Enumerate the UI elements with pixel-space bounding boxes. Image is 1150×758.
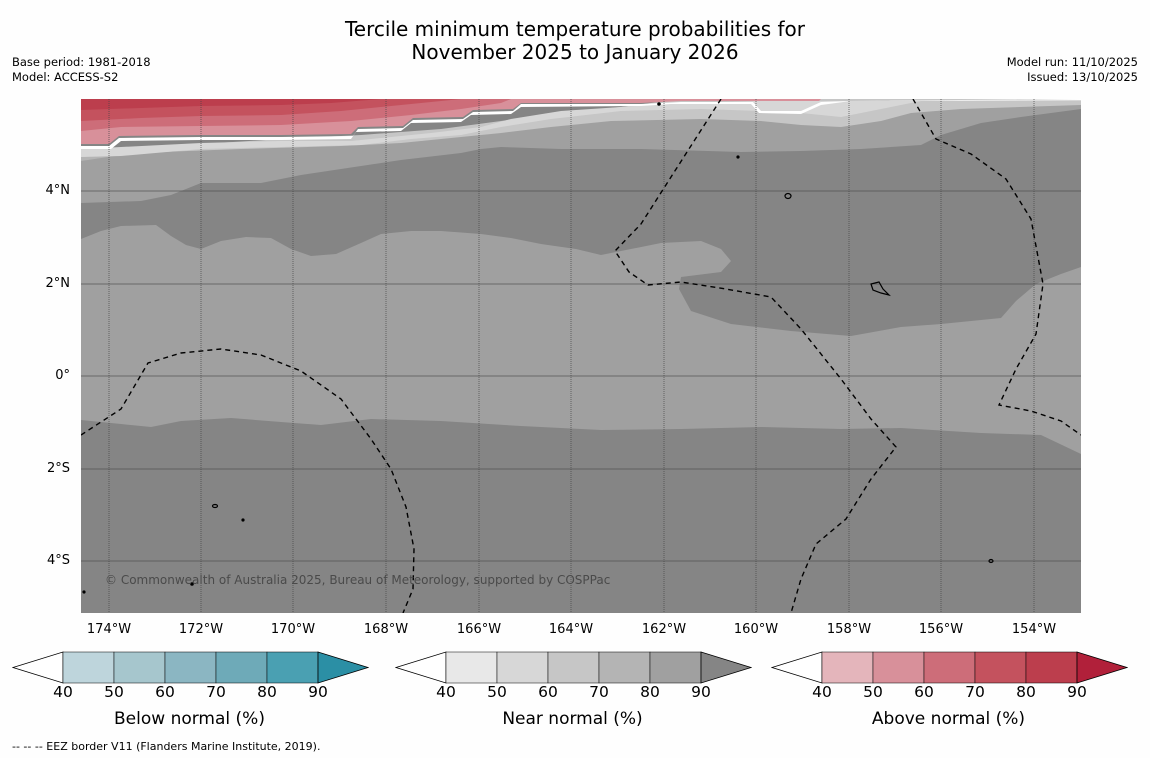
- colorbar-near-segment-3: [547, 651, 600, 684]
- model-run: Model run: 11/10/2025: [1006, 55, 1138, 69]
- colorbar-below-tick-60: 60: [155, 683, 175, 701]
- probability-map[interactable]: © Commonwealth of Australia 2025, Bureau…: [81, 99, 1081, 613]
- lat-label-2n: 2°N: [45, 276, 71, 291]
- colorbar-near-segment-1: [445, 651, 498, 684]
- lat-label-4s: 4°S: [46, 553, 70, 568]
- colorbar-above-title: Above normal (%): [871, 709, 1026, 729]
- colorbar-above-segment-4: [974, 651, 1027, 684]
- eez-border-west: [81, 348, 415, 613]
- island-7: [190, 582, 194, 586]
- region-above-80: [81, 99, 381, 110]
- colorbar-below-segment-2: [113, 651, 166, 684]
- lon-label-160w: 160°W: [733, 622, 779, 637]
- colorbar-below-tick-40: 40: [53, 683, 73, 701]
- lon-label-174w: 174°W: [86, 622, 132, 637]
- colorbar-above-tick-80: 80: [1016, 683, 1036, 701]
- island-kiritimati: [870, 281, 891, 297]
- colorbar-below-low-arrow: [12, 651, 64, 684]
- colorbar-below-segment-4: [215, 651, 268, 684]
- model-name: Model: ACCESS-S2: [12, 70, 119, 84]
- colorbar-above-high-arrow: [1076, 651, 1128, 684]
- graticule: [81, 190, 1081, 562]
- colorbar-below-high-arrow: [317, 651, 369, 684]
- colorbar-above-segment-3: [923, 651, 976, 684]
- colorbar-above-segment-1: [821, 651, 874, 684]
- colorbar-above-tick-90: 90: [1067, 683, 1087, 701]
- colorbar-above-segment-5: [1025, 651, 1078, 684]
- lon-label-168w: 168°W: [363, 622, 409, 637]
- island-6: [736, 155, 740, 159]
- island-4: [988, 558, 994, 564]
- colorbar-below-segment-3: [164, 651, 217, 684]
- chart-title: Tercile minimum temperature probabilitie…: [0, 18, 1150, 64]
- meta-left: Base period: 1981-2018 Model: ACCESS-S2: [12, 55, 151, 85]
- colorbar-near-high-arrow: [700, 651, 752, 684]
- meridians: [108, 99, 1035, 613]
- colorbar-above-tick-50: 50: [863, 683, 883, 701]
- map-copyright: © Commonwealth of Australia 2025, Bureau…: [105, 573, 610, 587]
- lon-label-172w: 172°W: [178, 622, 224, 637]
- colorbar-below: [12, 651, 369, 684]
- eez-borders: [81, 99, 1081, 613]
- lon-label-162w: 162°W: [641, 622, 687, 637]
- island-9: [82, 590, 86, 594]
- colorbar-below-tick-50: 50: [104, 683, 124, 701]
- colorbar-below-segment-1: [62, 651, 115, 684]
- colorbar-above-segment-2: [872, 651, 925, 684]
- colorbar-near: [395, 651, 752, 684]
- island-3: [211, 503, 219, 509]
- colorbar-above: [771, 651, 1128, 684]
- colorbar-above-tick-70: 70: [965, 683, 985, 701]
- colorbar-below-tick-80: 80: [257, 683, 277, 701]
- lat-label-4n: 4°N: [45, 183, 71, 198]
- lon-label-158w: 158°W: [826, 622, 872, 637]
- colorbar-below-segment-5: [266, 651, 319, 684]
- title-line-1: Tercile minimum temperature probabilitie…: [344, 17, 806, 41]
- colorbar-below-tick-70: 70: [206, 683, 226, 701]
- island-1: [784, 192, 792, 200]
- colorbar-near-tick-80: 80: [640, 683, 660, 701]
- colorbar-below-tick-90: 90: [308, 683, 328, 701]
- eez-legend: -- -- -- EEZ border V11 (Flanders Marine…: [12, 740, 321, 753]
- issued-date: Issued: 13/10/2025: [1027, 70, 1138, 84]
- colorbar-near-low-arrow: [395, 651, 447, 684]
- colorbar-near-segment-4: [598, 651, 651, 684]
- lon-label-156w: 156°W: [918, 622, 964, 637]
- lon-label-166w: 166°W: [456, 622, 502, 637]
- title-line-2: November 2025 to January 2026: [411, 40, 739, 64]
- eez-border-east: [912, 99, 1081, 436]
- colorbar-above-low-arrow: [771, 651, 823, 684]
- lat-label-2s: 2°S: [46, 461, 70, 476]
- colorbar-near-tick-40: 40: [436, 683, 456, 701]
- colorbar-near-segment-5: [649, 651, 702, 684]
- lat-label-0: 0°: [55, 368, 70, 383]
- region-near-50: [81, 99, 1081, 157]
- base-period: Base period: 1981-2018: [12, 55, 151, 69]
- colorbar-near-tick-70: 70: [589, 683, 609, 701]
- lon-label-164w: 164°W: [548, 622, 594, 637]
- colorbar-near-title: Near normal (%): [502, 709, 643, 729]
- colorbar-near-tick-60: 60: [538, 683, 558, 701]
- islands: [82, 102, 994, 594]
- lon-label-170w: 170°W: [270, 622, 316, 637]
- colorbar-below-title: Below normal (%): [114, 709, 265, 729]
- eez-border-central: [614, 99, 897, 613]
- island-5: [657, 102, 661, 106]
- colorbar-near-segment-2: [496, 651, 549, 684]
- meta-right: Model run: 11/10/2025 Issued: 13/10/2025: [1007, 55, 1138, 85]
- island-8: [241, 518, 245, 522]
- colorbar-above-tick-40: 40: [812, 683, 832, 701]
- colorbar-near-tick-90: 90: [691, 683, 711, 701]
- region-near-80-central: [81, 225, 1081, 454]
- colorbar-near-tick-50: 50: [487, 683, 507, 701]
- colorbar-above-tick-60: 60: [914, 683, 934, 701]
- region-white-band: [81, 99, 1081, 149]
- lon-label-154w: 154°W: [1011, 622, 1057, 637]
